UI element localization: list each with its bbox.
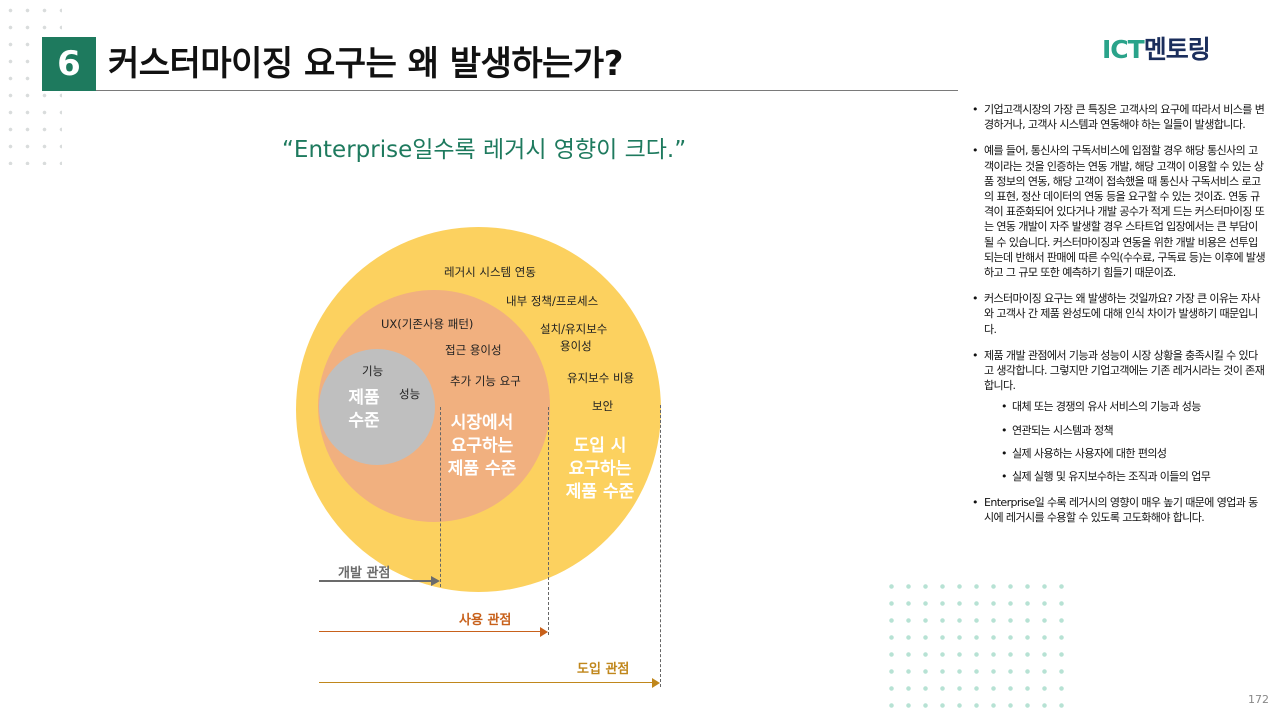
- outer-label-security: 보안: [592, 399, 614, 413]
- outer-label-ease: 용이성: [560, 339, 592, 353]
- brand-logo-suffix: 멘토링: [1143, 35, 1211, 64]
- inner-title-line-1: 제품: [348, 388, 380, 408]
- brand-logo-ict: ICT: [1102, 35, 1145, 64]
- outer-label-policy: 내부 정책/프로세스: [506, 294, 599, 308]
- bullet-item: 제품 개발 관점에서 기능과 성능이 시장 상황을 충족시킬 수 있다고 생각합…: [972, 348, 1266, 485]
- perspective-adoption-label: 도입 관점: [577, 662, 630, 677]
- sub-bullet-item: 대체 또는 경쟁의 유사 서비스의 기능과 성능: [984, 399, 1266, 414]
- inner-label-function: 기능: [362, 364, 384, 378]
- inner-circle-product-level: [319, 349, 435, 465]
- middle-label-access: 접근 용이성: [445, 343, 502, 357]
- title-divider: [96, 90, 958, 91]
- decorative-dots-bottom-right: [880, 575, 1070, 720]
- sub-bullet-list: 대체 또는 경쟁의 유사 서비스의 기능과 성능 연관되는 시스템과 정책 실제…: [984, 399, 1266, 484]
- middle-title-line-1: 시장에서: [450, 413, 514, 433]
- inner-circle-title: 제품 수준: [338, 387, 390, 433]
- outer-circle-title: 도입 시 요구하는 제품 수준: [550, 435, 650, 504]
- outer-label-legacy: 레거시 시스템 연동: [444, 265, 536, 279]
- sub-bullet-item: 실제 사용하는 사용자에 대한 편의성: [984, 446, 1266, 461]
- outer-title-line-3: 제품 수준: [565, 482, 635, 502]
- outer-title-line-1: 도입 시: [573, 436, 627, 456]
- perspective-development-arrow: [319, 580, 432, 582]
- page-number: 172: [1248, 693, 1269, 706]
- dashed-guide-adoption: [660, 405, 661, 687]
- brand-logo: ICT멘토링: [1102, 30, 1211, 66]
- dashed-guide-usage: [548, 407, 549, 635]
- middle-title-line-3: 제품 수준: [447, 459, 517, 479]
- perspective-adoption-arrow: [319, 682, 653, 683]
- arrow-head-usage-icon: [540, 627, 548, 637]
- page-title: 커스터마이징 요구는 왜 발생하는가?: [108, 44, 623, 84]
- bullet-item: 커스터마이징 요구는 왜 발생하는 것일까요? 가장 큰 이유는 자사와 고객사…: [972, 291, 1266, 337]
- perspective-development-label: 개발 관점: [338, 566, 391, 581]
- perspective-usage-label: 사용 관점: [459, 613, 512, 628]
- inner-title-line-2: 수준: [348, 411, 380, 431]
- bullet-item: 예를 들어, 통신사의 구독서비스에 입점할 경우 해당 통신사의 고객이라는 …: [972, 143, 1266, 280]
- dashed-guide-development: [440, 407, 441, 587]
- middle-circle-title: 시장에서 요구하는 제품 수준: [432, 412, 532, 481]
- inner-label-performance: 성능: [399, 387, 421, 401]
- outer-label-install: 설치/유지보수: [540, 322, 608, 336]
- outer-label-cost: 유지보수 비용: [567, 371, 635, 385]
- middle-label-ux: UX(기존사용 패턴): [381, 317, 474, 331]
- section-number-badge: 6: [42, 37, 96, 91]
- outer-title-line-2: 요구하는: [568, 459, 632, 479]
- sub-bullet-item: 연관되는 시스템과 정책: [984, 423, 1266, 438]
- middle-title-line-2: 요구하는: [450, 436, 514, 456]
- perspective-usage-arrow: [319, 631, 541, 632]
- quote-text: “Enterprise일수록 레거시 영향이 크다.”: [282, 137, 687, 163]
- explanation-bullet-list: 기업고객시장의 가장 큰 특징은 고객사의 요구에 따라서 비스를 변경하거나,…: [972, 102, 1266, 537]
- bullet-item-text: 제품 개발 관점에서 기능과 성능이 시장 상황을 충족시킬 수 있다고 생각합…: [984, 348, 1265, 393]
- bullet-item: 기업고객시장의 가장 큰 특징은 고객사의 요구에 따라서 비스를 변경하거나,…: [972, 102, 1266, 132]
- sub-bullet-item: 실제 실행 및 유지보수하는 조직과 이들의 업무: [984, 469, 1266, 484]
- middle-label-features: 추가 기능 요구: [450, 374, 521, 388]
- arrow-head-adoption-icon: [652, 678, 660, 688]
- arrow-head-development-icon: [431, 576, 440, 586]
- bullet-item: Enterprise일 수록 레거시의 영향이 매우 높기 때문에 영업과 동시…: [972, 495, 1266, 525]
